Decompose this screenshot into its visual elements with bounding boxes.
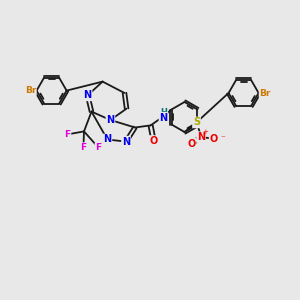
Text: F: F — [95, 143, 101, 152]
Text: N: N — [106, 115, 115, 125]
Text: Br: Br — [25, 86, 36, 95]
Text: O: O — [149, 136, 158, 146]
Text: N: N — [103, 134, 112, 145]
Text: N: N — [197, 132, 205, 142]
Text: F: F — [80, 143, 86, 152]
Text: S: S — [193, 117, 200, 128]
Text: +: + — [202, 129, 208, 135]
Text: ⁻: ⁻ — [220, 135, 225, 144]
Text: N: N — [122, 136, 130, 147]
Text: F: F — [64, 130, 70, 139]
Text: O: O — [188, 139, 196, 149]
Text: N: N — [83, 90, 92, 100]
Text: H: H — [160, 108, 167, 117]
Text: O: O — [210, 134, 218, 144]
Text: N: N — [159, 112, 168, 123]
Text: Br: Br — [260, 88, 271, 98]
